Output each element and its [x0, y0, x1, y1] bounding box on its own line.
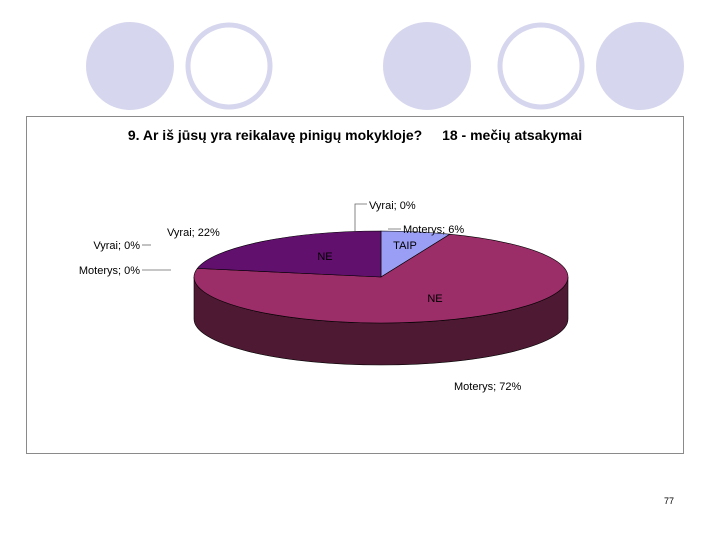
decor-circle-4	[497, 22, 585, 110]
pie-chart: TAIP NE NE Vyrai; 0% Moterys; 6% Moterys; 72%…	[79, 200, 569, 393]
pie-slice-ne-72	[193, 233, 569, 324]
decor-circle-1	[86, 22, 174, 110]
decor-circle-5	[596, 22, 684, 110]
decor-circle-2	[185, 22, 273, 110]
chart-title-main: 9. Ar iš jūsų yra reikalavę pinigų mokyk…	[127, 127, 423, 143]
pie-value-label-2: Moterys; 72%	[454, 381, 521, 393]
pie-leader-line-0	[354, 203, 367, 231]
pie-value-label-0: Vyrai; 0%	[369, 200, 416, 212]
decor-circle-3	[383, 22, 471, 110]
pie-group-label-2: NE	[317, 251, 332, 263]
pie-slice-ne-22	[196, 230, 382, 278]
page-number: 77	[663, 496, 674, 506]
pie-group-label-0: TAIP	[393, 240, 417, 252]
chart-title: 9. Ar iš jūsų yra reikalavę pinigų mokyk…	[27, 127, 683, 143]
chart-subtitle: 18 - mečių atsakymai	[442, 127, 583, 143]
pie-value-label-1: Moterys; 6%	[403, 224, 464, 236]
decorative-circles	[86, 22, 684, 110]
pie-value-label-5: Vyrai; 22%	[167, 227, 220, 239]
chart-area: 9. Ar iš jūsų yra reikalavę pinigų mokyk…	[26, 116, 684, 454]
pie-value-label-4: Vyrai; 0%	[93, 240, 140, 252]
pie-value-label-3: Moterys; 0%	[79, 265, 140, 277]
pie-group-label-1: NE	[427, 293, 442, 305]
